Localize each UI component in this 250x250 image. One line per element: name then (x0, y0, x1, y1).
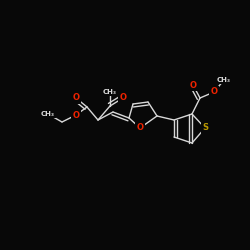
Text: S: S (202, 124, 208, 132)
Text: O: O (190, 80, 196, 90)
Text: CH₃: CH₃ (41, 111, 55, 117)
Text: O: O (72, 110, 80, 120)
Text: CH₃: CH₃ (217, 77, 231, 83)
Text: O: O (120, 94, 126, 102)
Text: O: O (210, 88, 218, 96)
Text: O: O (136, 124, 143, 132)
Text: CH₃: CH₃ (103, 89, 117, 95)
Text: O: O (72, 94, 80, 102)
